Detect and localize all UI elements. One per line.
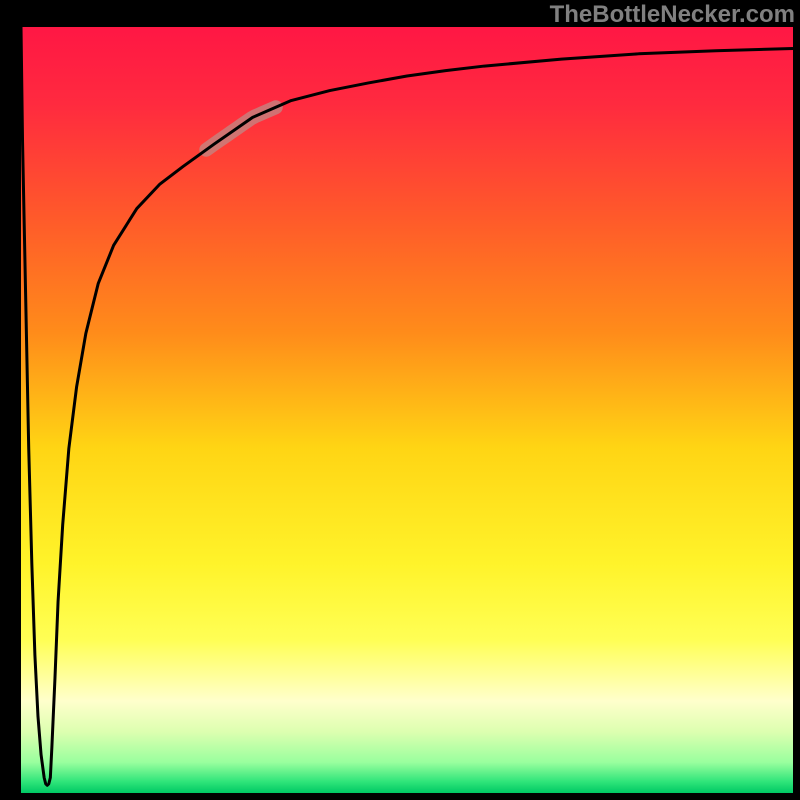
chart-background: [21, 27, 793, 793]
chart-root: TheBottleNecker.com: [0, 0, 800, 800]
chart-border-left: [0, 0, 21, 800]
chart-border-bottom: [0, 793, 800, 800]
chart-border-right: [793, 0, 800, 800]
watermark-text: TheBottleNecker.com: [550, 1, 795, 28]
